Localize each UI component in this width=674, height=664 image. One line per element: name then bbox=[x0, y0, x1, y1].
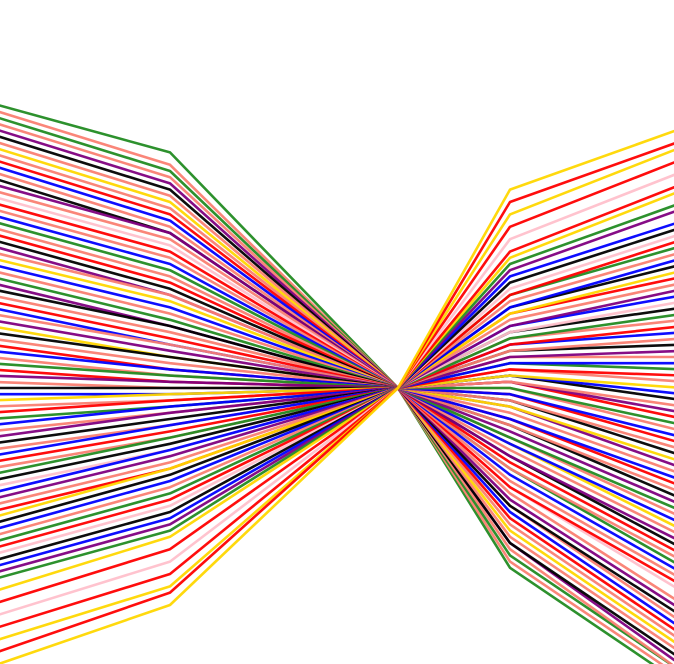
series-layer bbox=[0, 104, 674, 664]
series-line-85 bbox=[0, 129, 674, 664]
